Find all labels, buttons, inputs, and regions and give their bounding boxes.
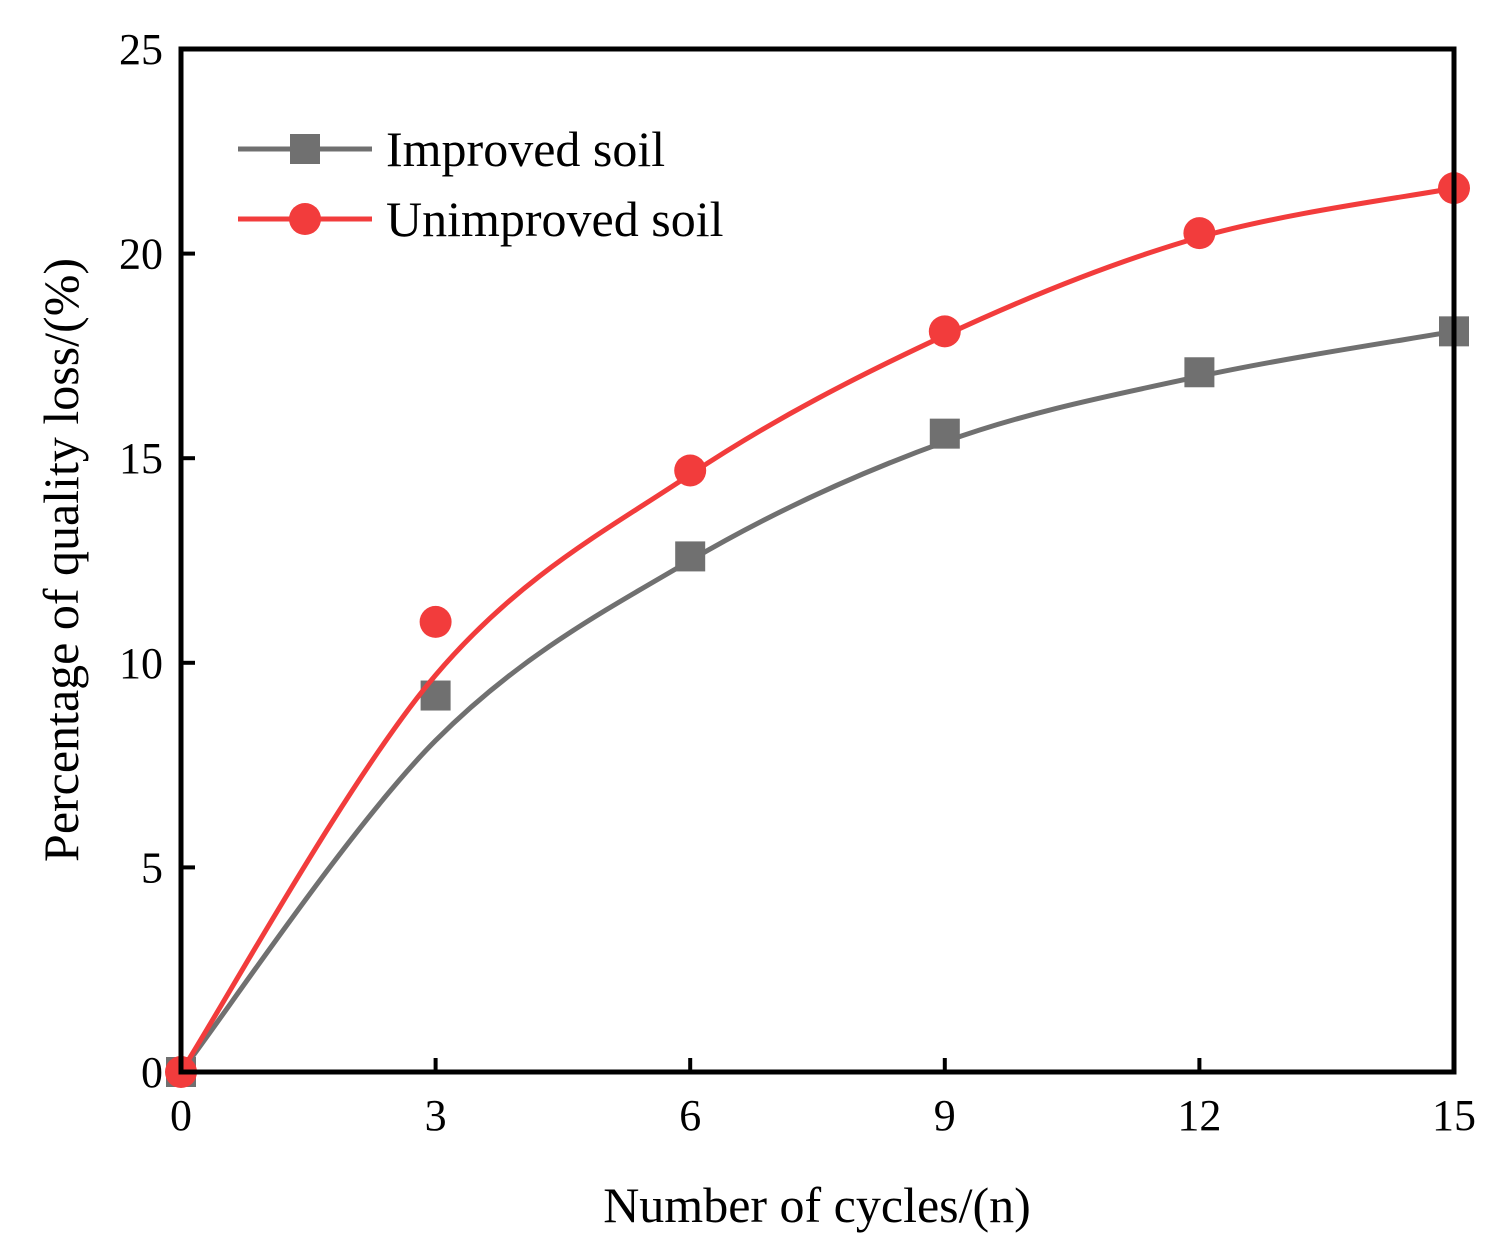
ticks-layer: 0 3 6 9 12 15 0 5 10 15 20 25 — [119, 25, 1476, 1140]
x-tick-label: 15 — [1432, 1091, 1476, 1140]
legend-item-unimproved-soil: Unimproved soil — [238, 191, 723, 247]
x-tick-label: 6 — [679, 1091, 701, 1140]
plot-frame — [178, 46, 1457, 1075]
legend: Improved soil Unimproved soil — [238, 121, 723, 247]
x-tick-label: 12 — [1177, 1091, 1221, 1140]
data-point-improved-soil — [929, 418, 960, 449]
x-tick-label: 3 — [425, 1091, 447, 1140]
y-axis-title: Percentage of quality loss/(%) — [33, 258, 89, 862]
data-point-unimproved-soil — [1183, 217, 1216, 250]
y-tick-label: 25 — [119, 25, 163, 74]
data-point-improved-soil — [1184, 357, 1215, 388]
x-tick-label: 9 — [934, 1091, 956, 1140]
series-layer — [165, 172, 1470, 1088]
data-point-unimproved-soil — [674, 454, 707, 487]
series-unimproved-soil — [165, 172, 1470, 1088]
y-tick-label: 15 — [119, 434, 163, 483]
data-point-unimproved-soil — [928, 315, 961, 348]
x-axis-title: Number of cycles/(n) — [603, 1177, 1031, 1233]
data-point-improved-soil — [675, 541, 706, 572]
legend-label: Improved soil — [386, 121, 665, 177]
data-point-unimproved-soil — [419, 605, 452, 638]
series-improved-soil — [166, 316, 1469, 1087]
x-tick-label: 0 — [170, 1091, 192, 1140]
y-tick-label: 20 — [119, 230, 163, 279]
legend-item-improved-soil: Improved soil — [238, 121, 665, 177]
fit-line-unimproved-soil — [178, 185, 1455, 1074]
legend-label: Unimproved soil — [386, 191, 723, 247]
legend-marker-square — [290, 134, 320, 164]
legend-marker-circle — [289, 203, 321, 235]
y-tick-label: 10 — [119, 639, 163, 688]
fit-line-improved-soil — [179, 328, 1455, 1074]
y-tick-label: 5 — [141, 843, 163, 892]
y-tick-label: 0 — [141, 1048, 163, 1097]
